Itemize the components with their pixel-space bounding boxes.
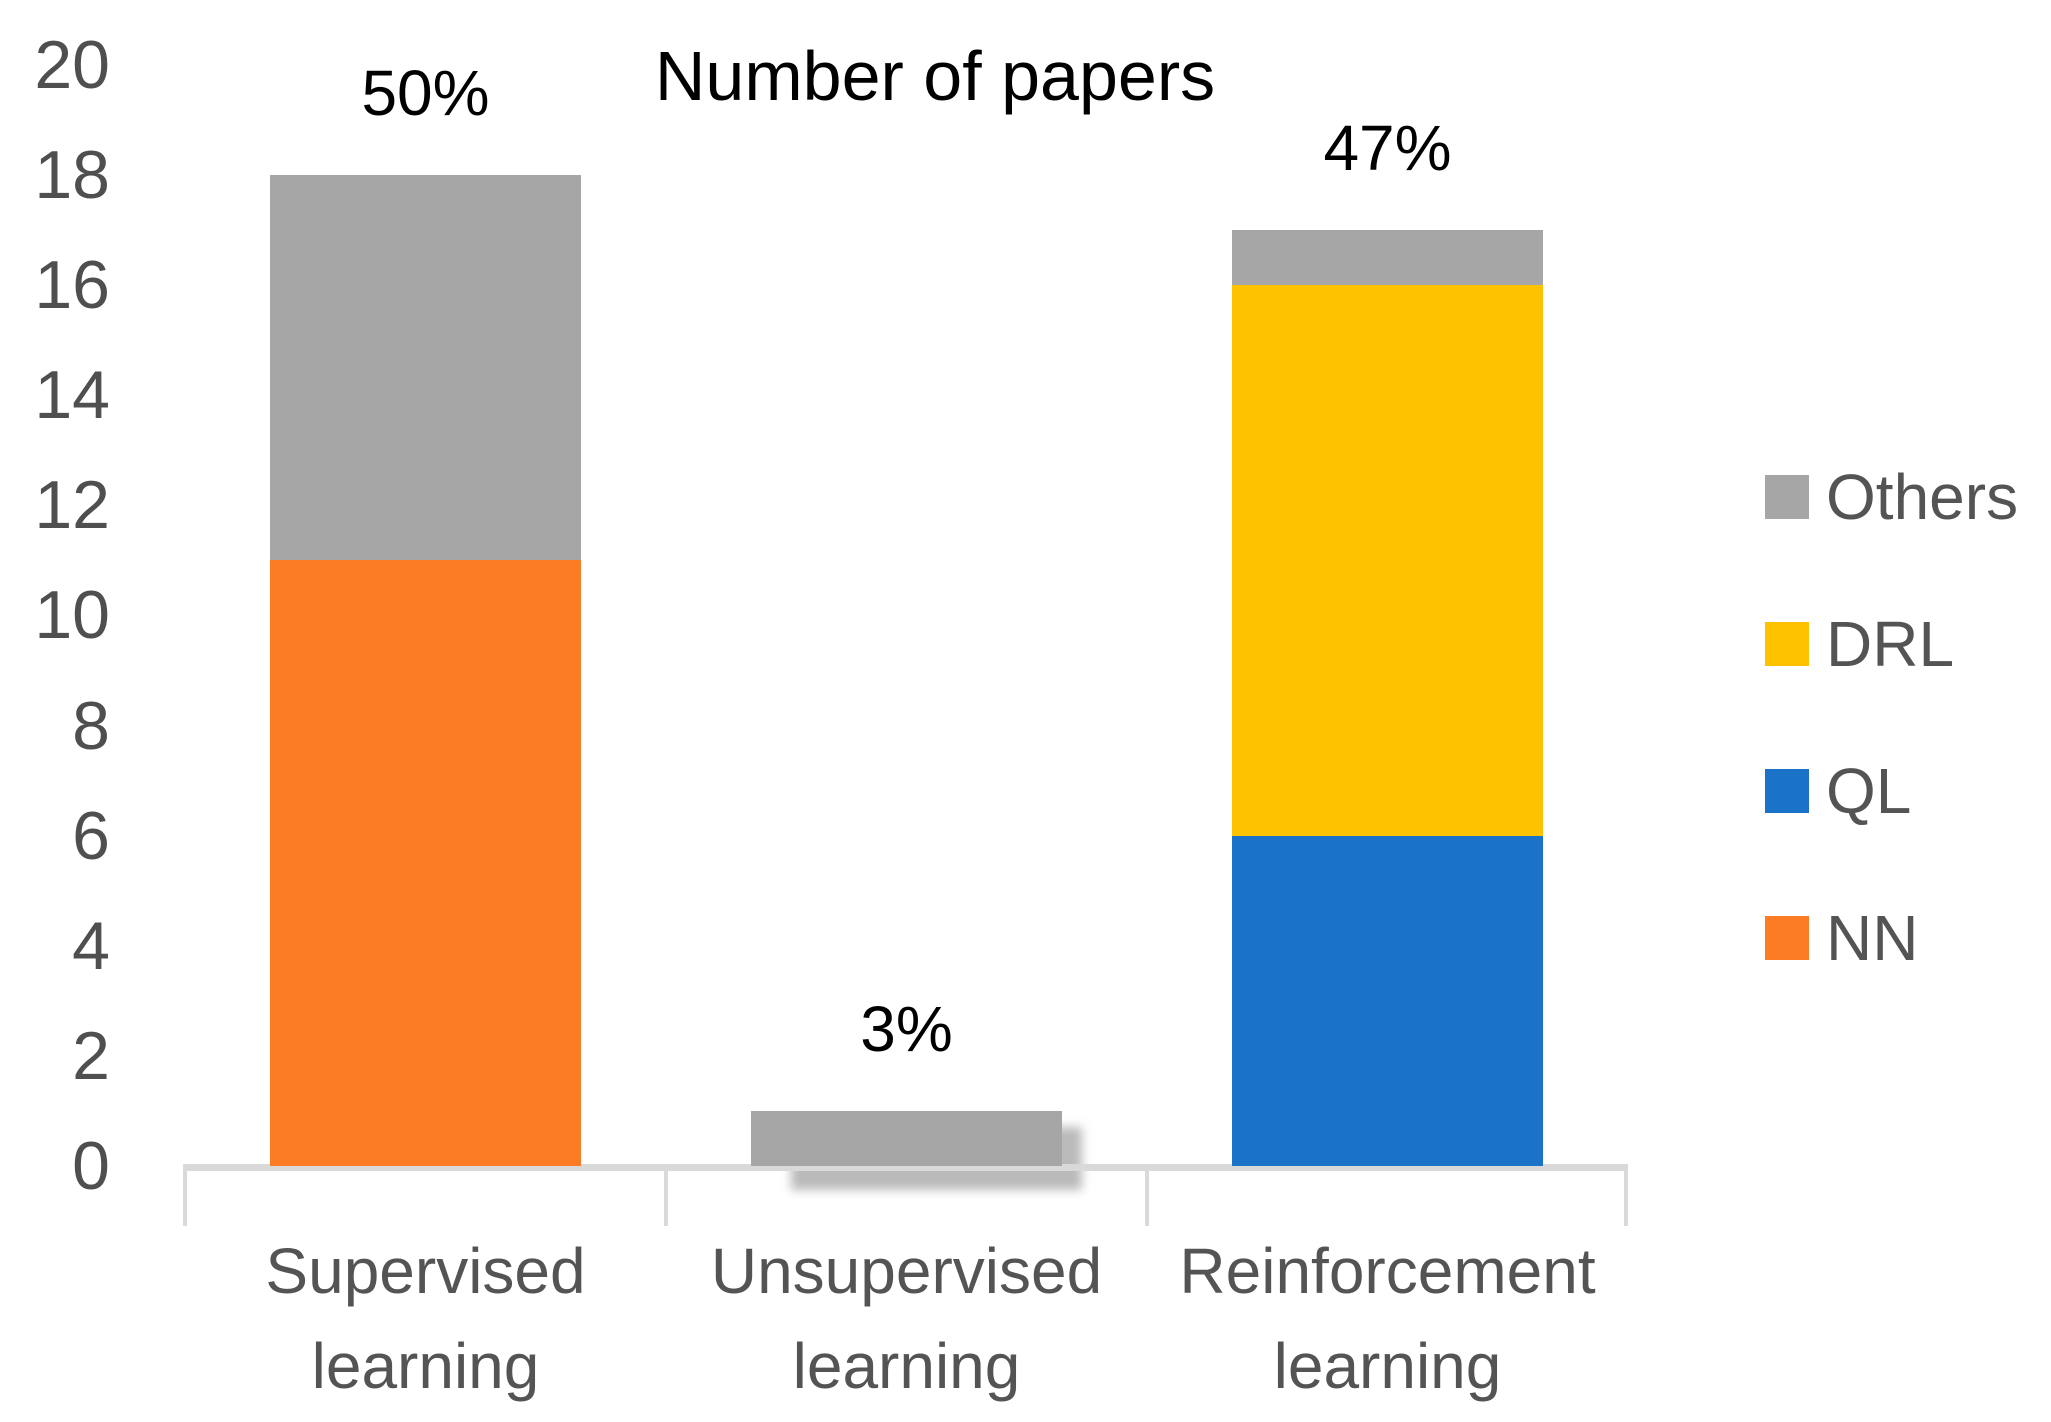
legend-swatch-drl <box>1765 622 1809 666</box>
category-label-line: learning <box>792 1330 1021 1402</box>
chart-title: Number of papers <box>654 37 1216 115</box>
category-label-line: Supervised <box>265 1235 586 1307</box>
bar-percent-label-supervised-learning: 50% <box>361 56 490 129</box>
bar-segment-others-unsupervised-learning <box>751 1111 1062 1166</box>
category-label-line: learning <box>1273 1330 1502 1402</box>
bar-percent-label-reinforcement-learning: 47% <box>1323 111 1452 184</box>
y-axis-tick-label-12: 12 <box>34 467 110 544</box>
legend-item-ql: QL <box>1765 759 1911 823</box>
category-label-reinforcement-learning: Reinforcement learning <box>1108 1224 1668 1414</box>
y-axis-tick-label-18: 18 <box>34 136 110 213</box>
legend-item-others: Others <box>1765 465 2018 529</box>
x-axis-tick-mark-1 <box>664 1164 668 1226</box>
legend-swatch-ql <box>1765 769 1809 813</box>
legend-label-drl: DRL <box>1826 608 1955 680</box>
bar-segment-others-supervised-learning <box>270 175 581 560</box>
legend-item-nn: NN <box>1765 906 1918 970</box>
y-axis-tick-label-10: 10 <box>34 577 110 654</box>
y-axis-tick-label-2: 2 <box>72 1017 110 1094</box>
category-label-supervised-learning: Supervised learning <box>146 1224 706 1414</box>
category-label-line: Reinforcement <box>1179 1235 1596 1307</box>
legend-swatch-others <box>1765 475 1809 519</box>
legend-label-others: Others <box>1826 461 2019 533</box>
x-axis-tick-mark-3 <box>1624 1164 1628 1226</box>
bar-percent-label-unsupervised-learning: 3% <box>860 992 953 1065</box>
y-axis-tick-label-0: 0 <box>72 1128 110 1204</box>
y-axis-tick-label-8: 8 <box>72 687 110 764</box>
y-axis-tick-label-20: 20 <box>34 26 110 103</box>
y-axis-tick-label-14: 14 <box>34 357 110 434</box>
x-axis-tick-mark-0 <box>183 1164 187 1226</box>
y-axis-tick-label-4: 4 <box>72 907 110 984</box>
x-axis-tick-mark-2 <box>1145 1164 1149 1226</box>
bar-segment-nn-supervised-learning <box>270 560 581 1166</box>
legend-item-drl: DRL <box>1765 612 1954 676</box>
category-label-line: learning <box>311 1330 540 1402</box>
legend-label-nn: NN <box>1826 902 1919 974</box>
x-axis-baseline <box>185 1164 1626 1171</box>
bar-segment-ql-reinforcement-learning <box>1232 836 1543 1166</box>
bar-segment-drl-reinforcement-learning <box>1232 285 1543 836</box>
category-label-unsupervised-learning: Unsupervised learning <box>627 1224 1187 1414</box>
y-axis-tick-label-16: 16 <box>34 247 110 324</box>
category-label-line: Unsupervised <box>710 1235 1103 1307</box>
legend-swatch-nn <box>1765 916 1809 960</box>
bar-segment-others-reinforcement-learning <box>1232 230 1543 285</box>
y-axis-tick-label-6: 6 <box>72 797 110 874</box>
legend-label-ql: QL <box>1826 755 1912 827</box>
